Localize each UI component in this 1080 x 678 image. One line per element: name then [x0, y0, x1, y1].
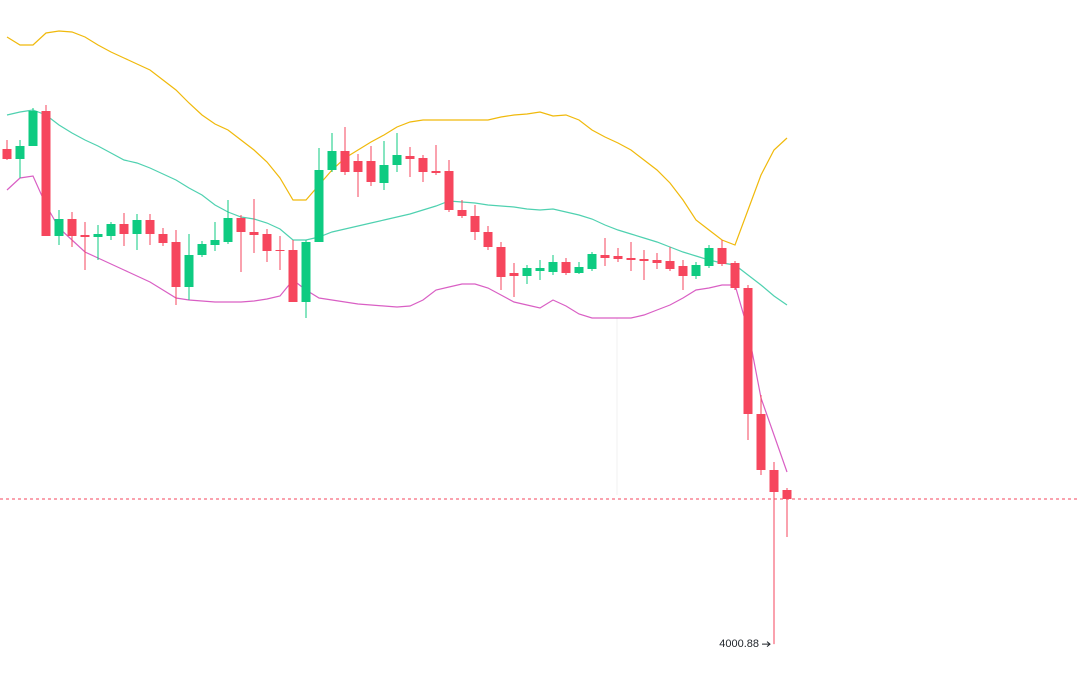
- band-line: [6, 109, 788, 306]
- candle-body: [379, 165, 389, 183]
- candle-body: [41, 111, 51, 236]
- candle-body: [405, 156, 415, 159]
- candle-body: [392, 155, 402, 165]
- candle-body: [639, 259, 649, 261]
- overlay: 4000.88: [0, 498, 1080, 650]
- candle-body: [704, 248, 714, 266]
- candle-body: [353, 161, 363, 172]
- candle-body: [223, 218, 233, 242]
- candle-body: [717, 248, 727, 264]
- candle-body: [197, 244, 207, 255]
- candle-body: [262, 234, 272, 251]
- candle-body: [288, 250, 298, 302]
- candle-body: [782, 490, 792, 499]
- candle-body: [730, 263, 740, 288]
- candle-body: [652, 260, 662, 263]
- candle-body: [561, 262, 571, 273]
- candle-body: [171, 242, 181, 287]
- low-arrow: [762, 641, 771, 648]
- candle-body: [483, 232, 493, 247]
- candle-body: [28, 111, 38, 146]
- candle-body: [67, 219, 77, 236]
- candle-body: [678, 266, 688, 276]
- candle-body: [522, 268, 532, 276]
- candle-body: [158, 234, 168, 243]
- candle-body: [15, 146, 25, 159]
- candle-body: [574, 267, 584, 273]
- candle-body: [613, 256, 623, 259]
- low-label: 4000.88: [719, 638, 759, 650]
- candle-body: [665, 261, 675, 269]
- candle-body: [2, 149, 12, 159]
- candle-body: [626, 258, 636, 260]
- candle-body: [418, 158, 428, 172]
- candle-body: [106, 224, 116, 236]
- candles: [2, 105, 792, 645]
- candle-body: [314, 170, 324, 242]
- bands: [6, 30, 788, 473]
- candle-body: [743, 288, 753, 414]
- candle-body: [535, 268, 545, 271]
- candle-body: [119, 224, 129, 234]
- candle-body: [600, 255, 610, 258]
- candle-body: [275, 250, 285, 251]
- candle-body: [54, 219, 64, 236]
- candle-body: [145, 220, 155, 234]
- candle-body: [249, 232, 259, 235]
- candle-body: [509, 273, 519, 276]
- candle-body: [431, 171, 441, 173]
- band-line: [6, 175, 788, 473]
- candle-body: [691, 265, 701, 276]
- candle-body: [210, 240, 220, 245]
- candle-body: [301, 242, 311, 302]
- candle-body: [756, 414, 766, 470]
- candle-body: [93, 234, 103, 237]
- candle-body: [80, 235, 90, 237]
- candle-body: [132, 220, 142, 234]
- candle-body: [587, 254, 597, 269]
- candle-body: [769, 470, 779, 492]
- candle-body: [366, 161, 376, 182]
- band-line: [6, 30, 788, 246]
- candle-body: [548, 262, 558, 272]
- candle-body: [457, 210, 467, 216]
- candle-body: [496, 247, 506, 277]
- candle-body: [444, 171, 454, 210]
- candle-body: [236, 218, 246, 232]
- candle-body: [470, 216, 480, 232]
- candle-body: [340, 151, 350, 172]
- candle-body: [184, 255, 194, 287]
- candle-body: [327, 151, 337, 170]
